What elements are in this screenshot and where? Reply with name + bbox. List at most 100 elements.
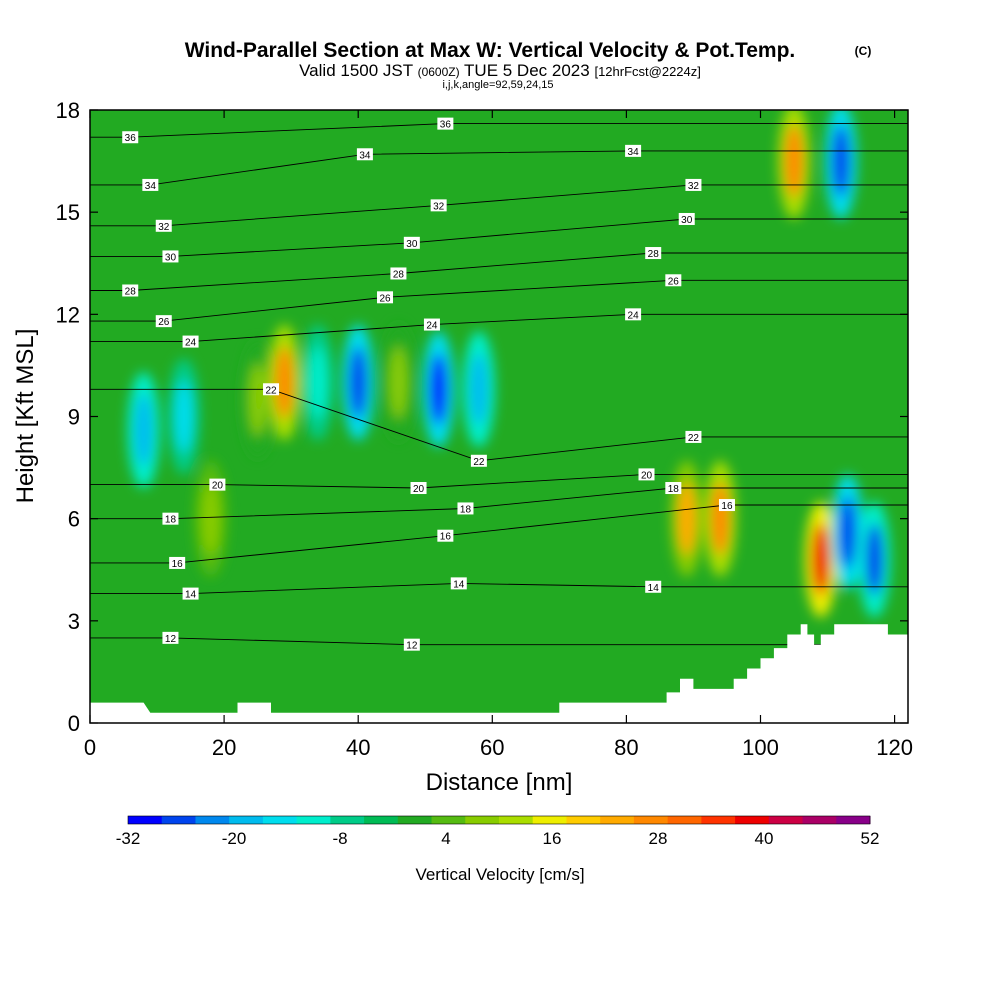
x-axis-label: Distance [nm] [426,769,573,796]
x-axis: 0 20 40 60 80 100 120 [84,110,913,760]
colorbar-tick-label: -8 [332,829,347,848]
svg-text:32: 32 [688,181,700,192]
svg-text:24: 24 [628,310,640,321]
velocity-cell [838,496,857,569]
plot-background [90,110,908,723]
svg-text:16: 16 [440,532,452,543]
copyright-mark: (C) [855,44,872,58]
theta-contour-label: 14 [182,587,199,601]
svg-text:20: 20 [413,484,425,495]
colorbar-swatch [633,816,669,824]
theta-contour-label: 32 [430,199,447,212]
y-tick-label: 12 [56,302,80,327]
theta-contour-label: 20 [410,482,427,495]
theta-contour-label: 24 [182,335,199,349]
velocity-cell [785,125,804,198]
svg-text:34: 34 [145,181,157,192]
theta-contour-label: 22 [470,454,487,468]
theta-contour-label: 36 [437,117,454,131]
svg-text:28: 28 [648,249,660,260]
velocity-cell [349,346,368,419]
svg-text:14: 14 [453,579,465,590]
terrain-mask [90,624,908,723]
colorbar-tick-label: -32 [116,829,141,848]
grid-indices: i,j,k,angle=92,59,24,15 [442,79,553,91]
valid-time-line: Valid 1500 JST (0600Z) TUE 5 Dec 2023 [1… [299,61,701,80]
theta-contour-label: 20 [209,478,226,492]
colorbar-ticks: -32 -20 -8 4 16 28 40 52 [116,829,880,848]
colorbar-swatch [397,816,433,824]
forecast-info: [12hrFcst@2224z] [594,64,700,79]
theta-contour-label: 34 [356,148,373,161]
svg-text:30: 30 [406,239,418,250]
y-tick-label: 15 [56,200,80,225]
velocity-cell [711,482,730,555]
colorbar-swatch [128,816,163,824]
theta-contour-label: 36 [122,131,139,144]
theta-contour-label: 30 [678,212,695,226]
y-tick-label: 6 [68,507,80,532]
svg-text:22: 22 [473,457,485,468]
velocity-cell [429,353,448,426]
theta-contour-label: 28 [122,284,139,297]
colorbar-swatch [262,816,298,824]
theta-contour-label: 34 [142,178,159,192]
velocity-cell [248,363,267,436]
colorbar-label: Vertical Velocity [cm/s] [415,865,584,884]
svg-text:18: 18 [460,504,472,515]
svg-text:12: 12 [165,634,177,645]
colorbar-swatch [296,816,331,824]
theta-contour-label: 24 [625,308,642,321]
x-tick-label: 60 [480,735,504,760]
x-tick-label: 120 [876,735,913,760]
velocity-cell [308,346,327,419]
theta-contour-line [90,637,908,646]
x-tick-label: 20 [212,735,236,760]
theta-contour-label: 12 [403,638,420,652]
colorbar-swatch [701,816,736,824]
colorbar-swatch [499,816,534,824]
theta-contour-label: 30 [403,236,420,250]
svg-text:28: 28 [125,286,137,297]
colorbar-tick-label: 28 [649,829,668,848]
colorbar-swatch [330,816,365,824]
svg-text:16: 16 [172,559,184,570]
svg-text:22: 22 [688,433,700,444]
svg-text:14: 14 [648,583,660,594]
velocity-cell [389,346,408,419]
colorbar-tick-label: 40 [755,829,774,848]
theta-contour-label: 22 [685,430,702,444]
svg-text:36: 36 [125,133,137,144]
svg-text:22: 22 [265,385,277,396]
theta-contour-label: 16 [169,556,186,570]
theta-contour-label: 18 [665,482,682,495]
colorbar-swatch [836,816,871,824]
velocity-cell [201,482,220,555]
colorbar-swatch [364,816,399,824]
y-tick-label: 0 [68,711,80,736]
theta-contour-label: 14 [645,580,662,594]
theta-contour-label: 14 [450,577,467,590]
velocity-cell [174,380,193,453]
colorbar-swatch [431,816,466,824]
valid-zulu: (0600Z) [418,65,460,79]
svg-text:Valid 1500 JST (0600Z): Valid 1500 JST (0600Z) TUE 5 Dec 2023 [1… [299,61,701,80]
x-tick-label: 80 [614,735,638,760]
colorbar-tick-label: -20 [222,829,247,848]
svg-text:32: 32 [433,201,445,212]
colorbar-swatch [195,816,230,824]
colorbar-swatch [465,816,500,824]
svg-text:20: 20 [641,470,653,481]
theta-contour-label: 20 [638,468,655,481]
velocity-cell [469,353,488,426]
theta-contour-label: 16 [437,529,454,543]
theta-contour-labels: 12 12 14 14 14 16 16 16 18 18 18 20 20 20 22 22 22 24 24 24… [122,117,735,652]
svg-text:32: 32 [158,222,170,233]
svg-text:18: 18 [668,484,680,495]
svg-text:30: 30 [681,215,693,226]
theta-contour-label: 12 [162,631,179,645]
svg-text:36: 36 [440,120,452,131]
chart-title: Wind-Parallel Section at Max W: Vertical… [185,39,796,62]
